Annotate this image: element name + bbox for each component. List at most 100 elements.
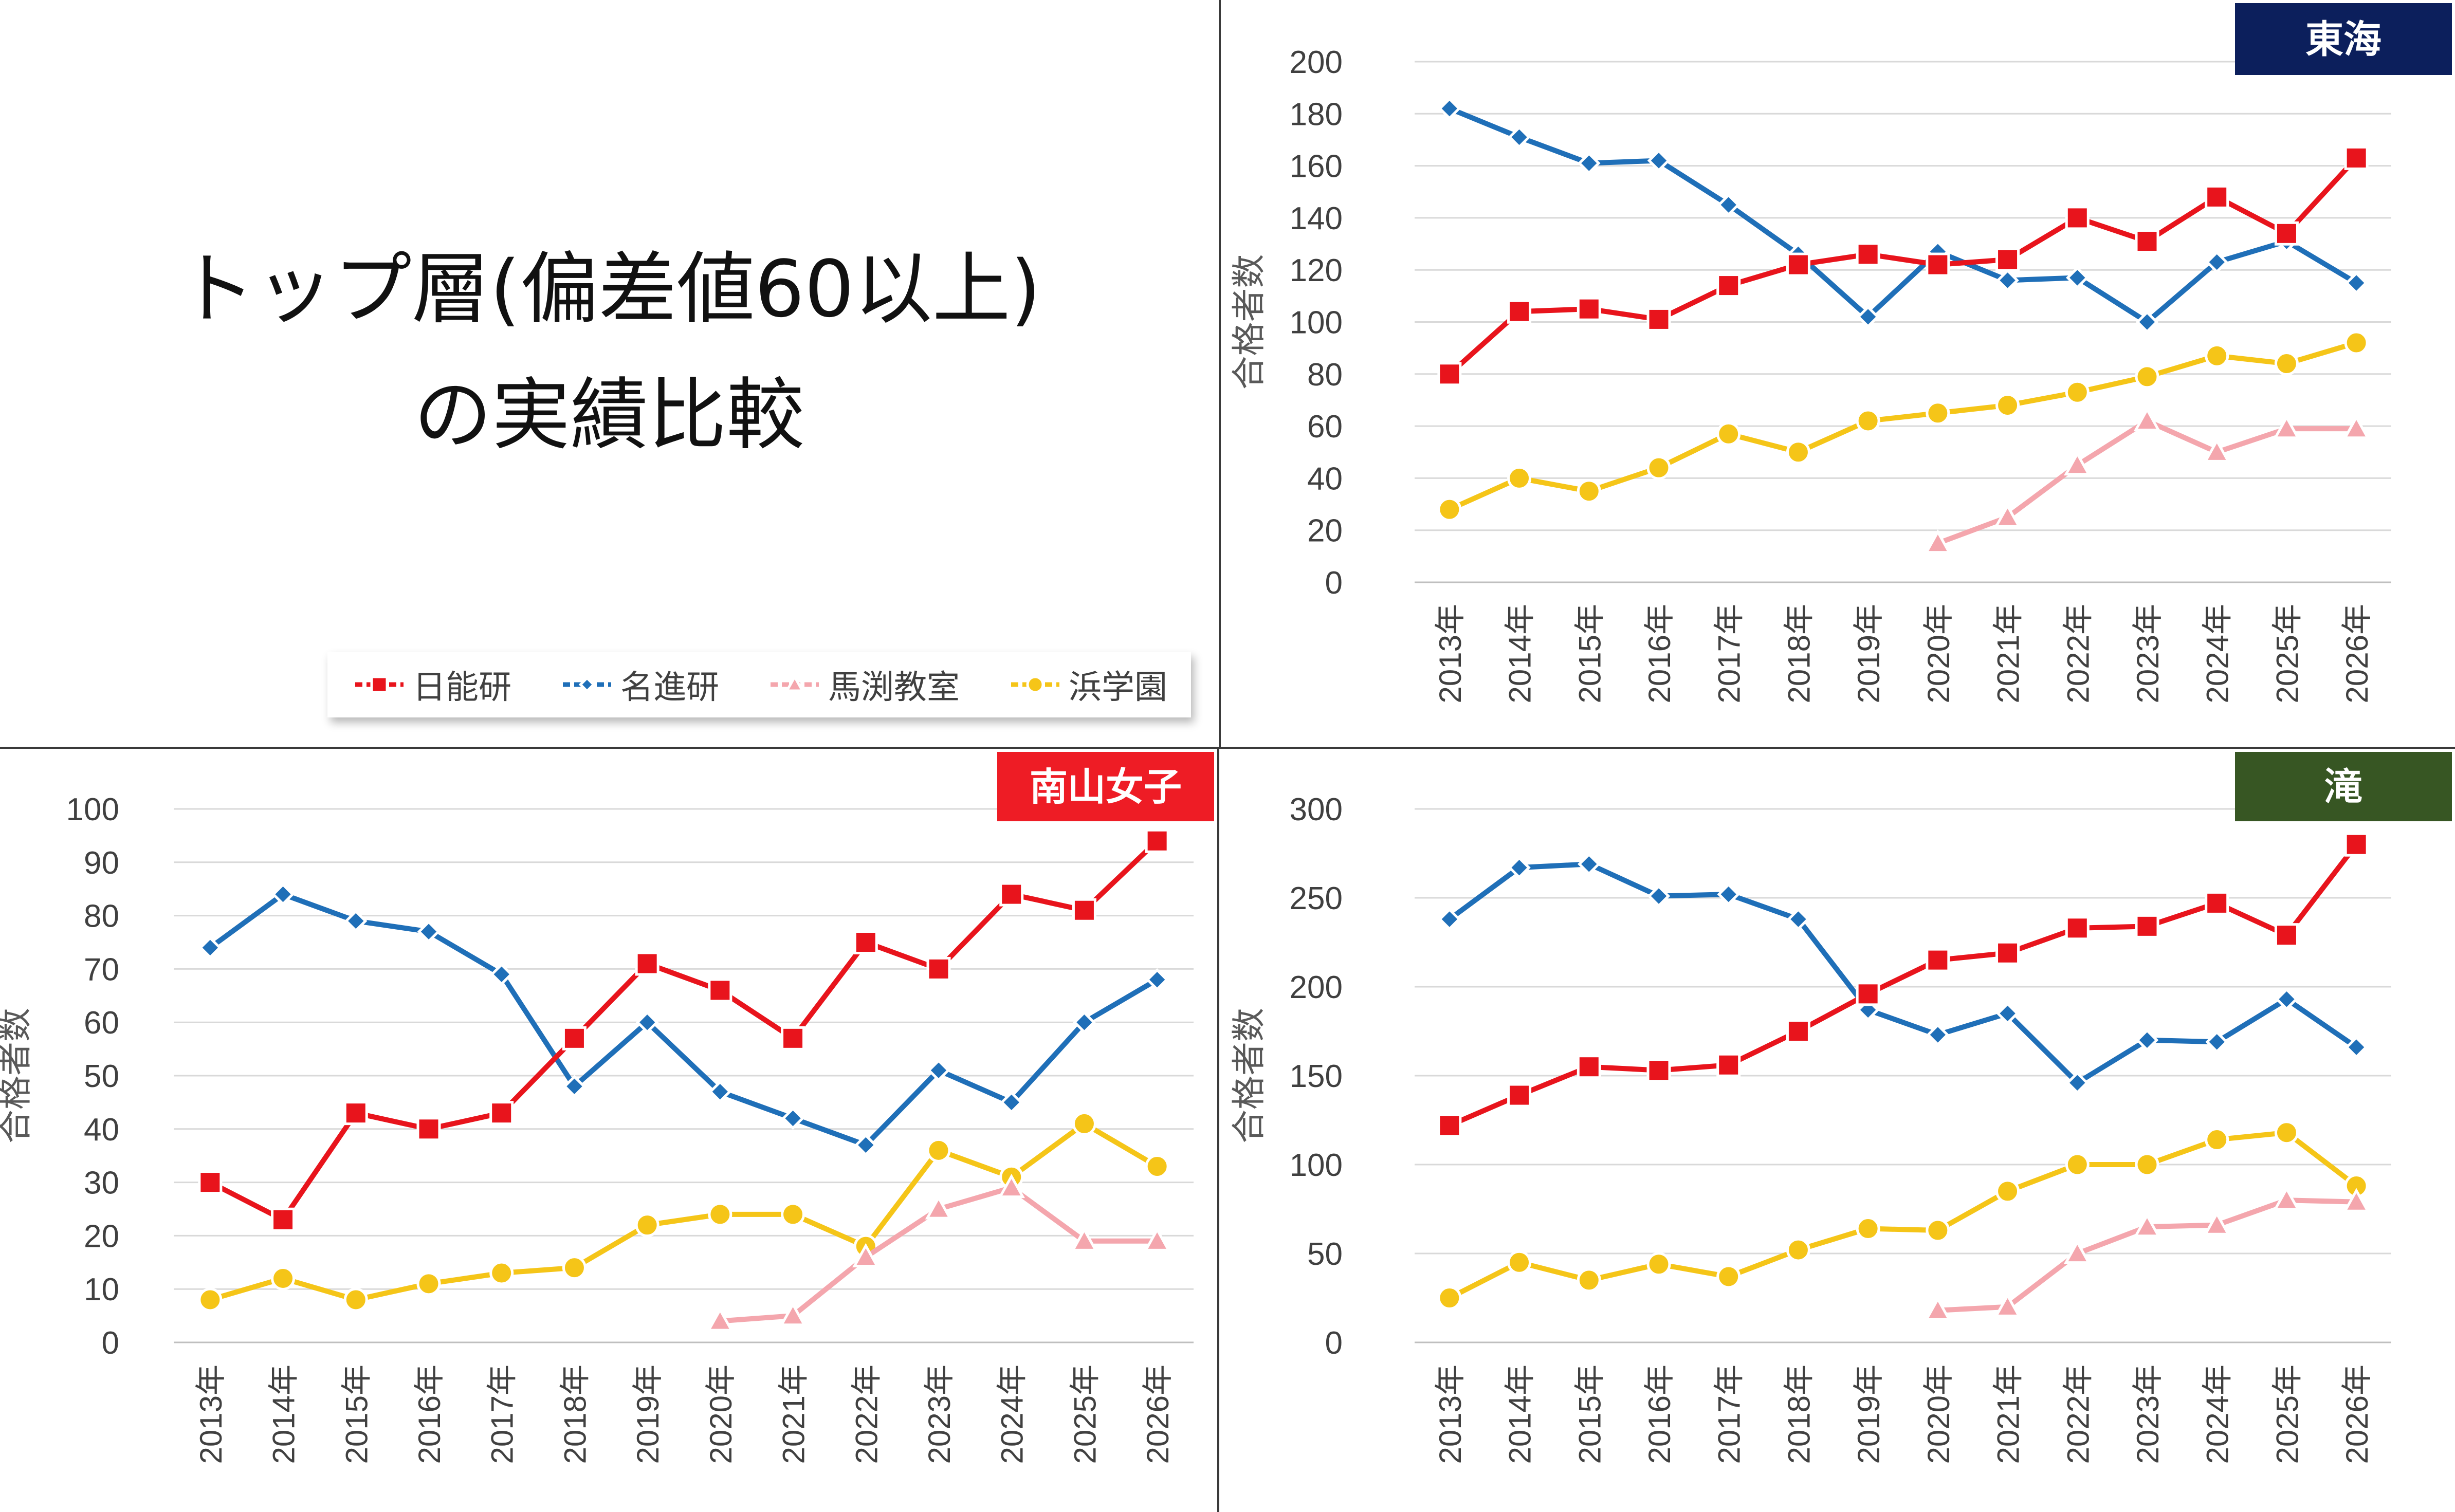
y-axis-label: 合格者数 bbox=[1230, 1008, 1268, 1144]
x-tick-label: 2021年 bbox=[1991, 1365, 2026, 1464]
data-point bbox=[2344, 330, 2369, 355]
data-point bbox=[1646, 455, 1671, 480]
x-tick-label: 2013年 bbox=[1433, 1365, 1468, 1464]
x-tick-label: 2015年 bbox=[339, 1365, 374, 1464]
data-point bbox=[1072, 898, 1096, 923]
series-line bbox=[1446, 106, 2359, 325]
x-tick-label: 2015年 bbox=[1572, 604, 1607, 703]
data-point bbox=[2344, 1036, 2368, 1059]
vertical-divider-top bbox=[1219, 0, 1221, 747]
data-point bbox=[344, 909, 368, 933]
data-point bbox=[1071, 1227, 1098, 1251]
y-tick-label: 180 bbox=[1290, 97, 1343, 132]
data-point bbox=[2344, 832, 2369, 857]
data-point bbox=[1786, 440, 1810, 465]
data-point bbox=[489, 1101, 514, 1126]
y-tick-label: 20 bbox=[1307, 513, 1343, 549]
legend-label: 日能研 bbox=[413, 669, 511, 707]
data-point bbox=[635, 951, 659, 976]
data-point bbox=[2205, 343, 2229, 368]
x-tick-label: 2023年 bbox=[2131, 1365, 2165, 1464]
data-point bbox=[854, 1133, 877, 1157]
y-tick-label: 0 bbox=[1325, 1325, 1343, 1361]
data-point bbox=[2275, 987, 2298, 1011]
legend-swatch-icon bbox=[771, 674, 819, 692]
legend-swatch-icon bbox=[1011, 675, 1059, 694]
data-point bbox=[2135, 914, 2159, 938]
data-point bbox=[489, 1261, 514, 1285]
data-point bbox=[1856, 305, 1880, 328]
data-point bbox=[708, 1080, 732, 1103]
series-0 bbox=[1437, 832, 2369, 1138]
data-point bbox=[1438, 908, 1461, 931]
x-tick-label: 2026年 bbox=[2340, 604, 2374, 703]
data-point bbox=[1000, 1091, 1023, 1114]
legend-marker bbox=[784, 674, 805, 692]
data-point bbox=[1856, 242, 1880, 267]
data-point bbox=[1996, 269, 2019, 292]
data-point bbox=[1072, 1111, 1096, 1136]
data-point bbox=[2135, 310, 2159, 334]
x-tick-label: 2017年 bbox=[485, 1365, 520, 1464]
data-point bbox=[779, 1301, 807, 1326]
legend-label: 浜学園 bbox=[1069, 669, 1167, 707]
data-point bbox=[1926, 252, 1950, 277]
data-point bbox=[1716, 1053, 1741, 1077]
chart-panel-2: 0 50 100 150 200 250 300 合格者数 2013年 2014年 2015年 201… bbox=[1230, 752, 2452, 1464]
data-point bbox=[2344, 145, 2369, 170]
y-tick-label: 70 bbox=[84, 952, 119, 987]
x-tick-label: 2017年 bbox=[1712, 604, 1747, 703]
data-point bbox=[416, 1271, 441, 1296]
data-point bbox=[706, 1307, 734, 1332]
y-tick-label: 300 bbox=[1290, 792, 1343, 827]
data-point bbox=[2065, 1152, 2090, 1177]
series-0 bbox=[198, 828, 1169, 1232]
data-point bbox=[1924, 1296, 1952, 1321]
data-point bbox=[1507, 1250, 1532, 1275]
data-point bbox=[1926, 1218, 1950, 1243]
data-point bbox=[271, 1266, 296, 1290]
data-point bbox=[1646, 307, 1671, 331]
legend-label: 馬渕教室 bbox=[828, 669, 960, 707]
y-tick-label: 40 bbox=[84, 1112, 119, 1148]
y-tick-label: 60 bbox=[84, 1005, 119, 1041]
badge-background bbox=[2235, 752, 2452, 821]
data-point bbox=[1647, 884, 1671, 908]
data-point bbox=[1787, 908, 1810, 931]
y-axis-label: 合格者数 bbox=[1230, 254, 1268, 390]
legend-item-1: 名進研 bbox=[559, 661, 719, 708]
x-tick-label: 2023年 bbox=[922, 1365, 957, 1464]
data-point bbox=[708, 1202, 732, 1227]
data-point bbox=[1717, 193, 1740, 216]
data-point bbox=[927, 1059, 950, 1082]
chart-badge-0: 東海 bbox=[2235, 3, 2452, 75]
data-point bbox=[2203, 438, 2230, 463]
data-point bbox=[1926, 1023, 1950, 1046]
x-tick-label: 2016年 bbox=[1642, 1365, 1677, 1464]
data-point bbox=[1995, 247, 2020, 272]
series-line bbox=[207, 1121, 1160, 1302]
chart-panel-1: 0 10 20 30 40 50 60 70 80 90 100 合格者数 2013年 2014年 2015… bbox=[0, 752, 1214, 1464]
badge-background bbox=[2235, 3, 2452, 75]
x-tick-label: 2014年 bbox=[267, 1365, 301, 1464]
data-point bbox=[1577, 1268, 1601, 1293]
data-point bbox=[2135, 364, 2159, 389]
data-point bbox=[926, 1138, 951, 1163]
title-line-2: の実績比較 bbox=[414, 370, 804, 460]
badge-background bbox=[997, 752, 1214, 821]
data-point bbox=[1508, 125, 1531, 149]
data-point bbox=[2274, 221, 2299, 246]
x-tick-label: 2021年 bbox=[1991, 604, 2026, 703]
y-tick-label: 100 bbox=[1290, 1148, 1343, 1183]
badge-label: 滝 bbox=[2324, 766, 2362, 808]
y-tick-label: 200 bbox=[1290, 45, 1343, 80]
data-point bbox=[1926, 948, 1950, 972]
vertical-divider-bottom bbox=[1217, 747, 1219, 1512]
series-line bbox=[207, 838, 1160, 1223]
data-point bbox=[1786, 1238, 1810, 1262]
data-point bbox=[343, 1287, 368, 1312]
x-tick-label: 2025年 bbox=[2270, 604, 2304, 703]
data-point bbox=[1716, 1264, 1741, 1289]
series-line bbox=[1446, 340, 2359, 512]
